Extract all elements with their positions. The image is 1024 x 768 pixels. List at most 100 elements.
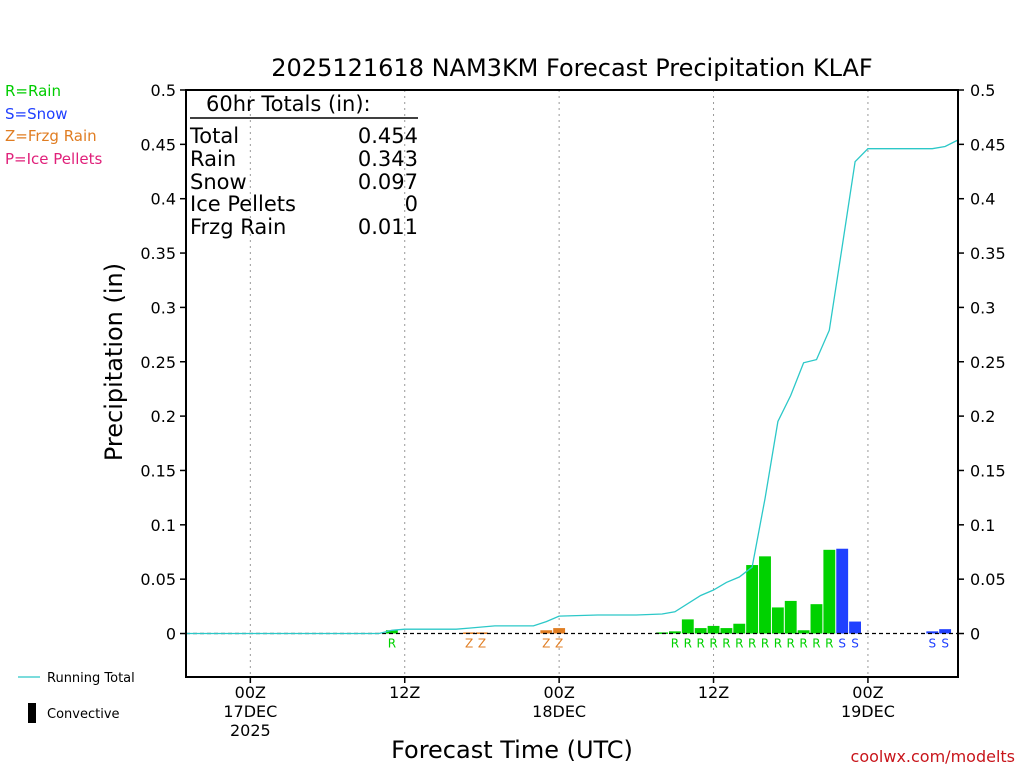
y-tick-label-right: 0.2 — [970, 407, 995, 426]
y-tick-label-right: 0.05 — [970, 570, 1006, 589]
totals-header: 60hr Totals (in): — [206, 92, 371, 116]
y-tick-label-left: 0.4 — [151, 190, 176, 209]
y-tick-label-right: 0.1 — [970, 516, 995, 535]
type-letter: R — [799, 637, 807, 651]
convective-label: Convective — [47, 707, 120, 722]
totals-value-rain: 0.343 — [358, 147, 418, 171]
precip-bar — [771, 607, 784, 634]
x-tick-label: 00Z — [543, 683, 574, 702]
totals-value-total: 0.454 — [358, 124, 418, 148]
y-tick-label-right: 0.4 — [970, 190, 995, 209]
running-total-group — [186, 139, 959, 635]
type-letter: R — [709, 637, 717, 651]
totals-value-snow: 0.097 — [358, 170, 418, 194]
precip-bar — [733, 623, 746, 634]
precip-bar — [759, 556, 771, 634]
x-tick-label: 17DEC — [223, 702, 277, 721]
precip-bar — [385, 630, 398, 634]
y-tick-label-right: 0.3 — [970, 298, 995, 317]
type-letter: R — [774, 637, 782, 651]
bars — [385, 548, 952, 634]
precip-bar — [823, 549, 836, 634]
x-axis-title: Forecast Time (UTC) — [391, 736, 633, 764]
y-tick-label-left: 0.25 — [140, 353, 176, 372]
precip-bar — [746, 565, 759, 634]
totals-box: 60hr Totals (in): Total 0.454 Rain 0.343… — [189, 92, 418, 239]
y-tick-label-right: 0.45 — [970, 135, 1006, 154]
y-tick-label-left: 0.45 — [140, 135, 176, 154]
type-letter: Z — [555, 637, 563, 651]
x-tick-label: 12Z — [389, 683, 420, 702]
convective-swatch — [28, 703, 36, 723]
precip-bar — [694, 628, 707, 634]
precip-bar — [926, 631, 939, 634]
totals-value-frzg-rain: 0.011 — [358, 215, 418, 239]
type-letter: Z — [478, 637, 486, 651]
y-tick-label-right: 0 — [970, 625, 980, 644]
plot-frame — [185, 89, 959, 678]
type-letter: R — [684, 637, 692, 651]
totals-label-ice-pellets: Ice Pellets — [190, 192, 296, 216]
grid — [249, 90, 869, 677]
totals-value-ice-pellets: 0 — [405, 192, 418, 216]
legend-snow: S=Snow — [5, 105, 68, 123]
running-total-label: Running Total — [47, 671, 135, 686]
precip-bar — [797, 630, 810, 634]
precip-bar — [669, 631, 681, 634]
y-tick-label-left: 0.05 — [140, 570, 176, 589]
totals-label-rain: Rain — [190, 147, 236, 171]
precip-bar — [849, 621, 861, 634]
precip-bar — [681, 619, 694, 634]
precip-bar — [784, 600, 797, 634]
type-letter: S — [851, 637, 859, 651]
y-axis-title: Precipitation (in) — [100, 263, 128, 461]
type-letter: S — [928, 637, 936, 651]
type-letter: R — [671, 637, 679, 651]
precip-bar — [540, 630, 553, 634]
y-tick-label-left: 0.3 — [151, 298, 176, 317]
x-tick-label: 19DEC — [841, 702, 895, 721]
totals-label-frzg-rain: Frzg Rain — [190, 215, 286, 239]
type-letter: R — [388, 637, 396, 651]
type-letter: R — [825, 637, 833, 651]
legend-frzg-rain: Z=Frzg Rain — [5, 127, 97, 145]
precip-bar — [707, 625, 720, 634]
x-tick-label: 00Z — [852, 683, 883, 702]
y-tick-label-right: 0.25 — [970, 353, 1006, 372]
precip-bar — [810, 604, 823, 634]
precip-bar — [836, 548, 849, 634]
x-tick-label: 2025 — [230, 721, 271, 740]
y-tick-label-left: 0.1 — [151, 516, 176, 535]
y-tick-label-left: 0.5 — [151, 81, 176, 100]
legend-rain: R=Rain — [5, 82, 61, 100]
y-tick-label-right: 0.35 — [970, 244, 1006, 263]
type-letter: R — [722, 637, 730, 651]
y-tick-label-left: 0.35 — [140, 244, 176, 263]
type-letter: R — [735, 637, 743, 651]
type-letter: R — [748, 637, 756, 651]
x-tick-label: 12Z — [698, 683, 729, 702]
type-letter: Z — [465, 637, 473, 651]
credit-text: coolwx.com/modelts — [851, 747, 1015, 766]
bottom-legend: Running Total Convective — [18, 671, 135, 723]
legend-ice-pellets: P=Ice Pellets — [5, 150, 102, 168]
type-letter: R — [761, 637, 769, 651]
y-tick-label-right: 0.5 — [970, 81, 995, 100]
axes: 0.5 0.5 0.45 0.45 0.4 0.4 0.35 0.35 0.3 0.3 0.25 0.… — [140, 81, 1005, 740]
type-letter: S — [941, 637, 949, 651]
y-tick-label-left: 0.2 — [151, 407, 176, 426]
type-letter: R — [696, 637, 704, 651]
precip-bar — [939, 629, 952, 634]
precip-bar — [553, 628, 566, 634]
chart-title: 2025121618 NAM3KM Forecast Precipitation… — [271, 54, 872, 82]
running-total-line — [186, 139, 959, 635]
type-letter: R — [787, 637, 795, 651]
y-tick-label-right: 0.15 — [970, 461, 1006, 480]
totals-label-total: Total — [189, 124, 239, 148]
precip-bar — [720, 628, 733, 634]
type-letter: R — [812, 637, 820, 651]
y-tick-label-left: 0.15 — [140, 461, 176, 480]
type-letter: Z — [542, 637, 550, 651]
